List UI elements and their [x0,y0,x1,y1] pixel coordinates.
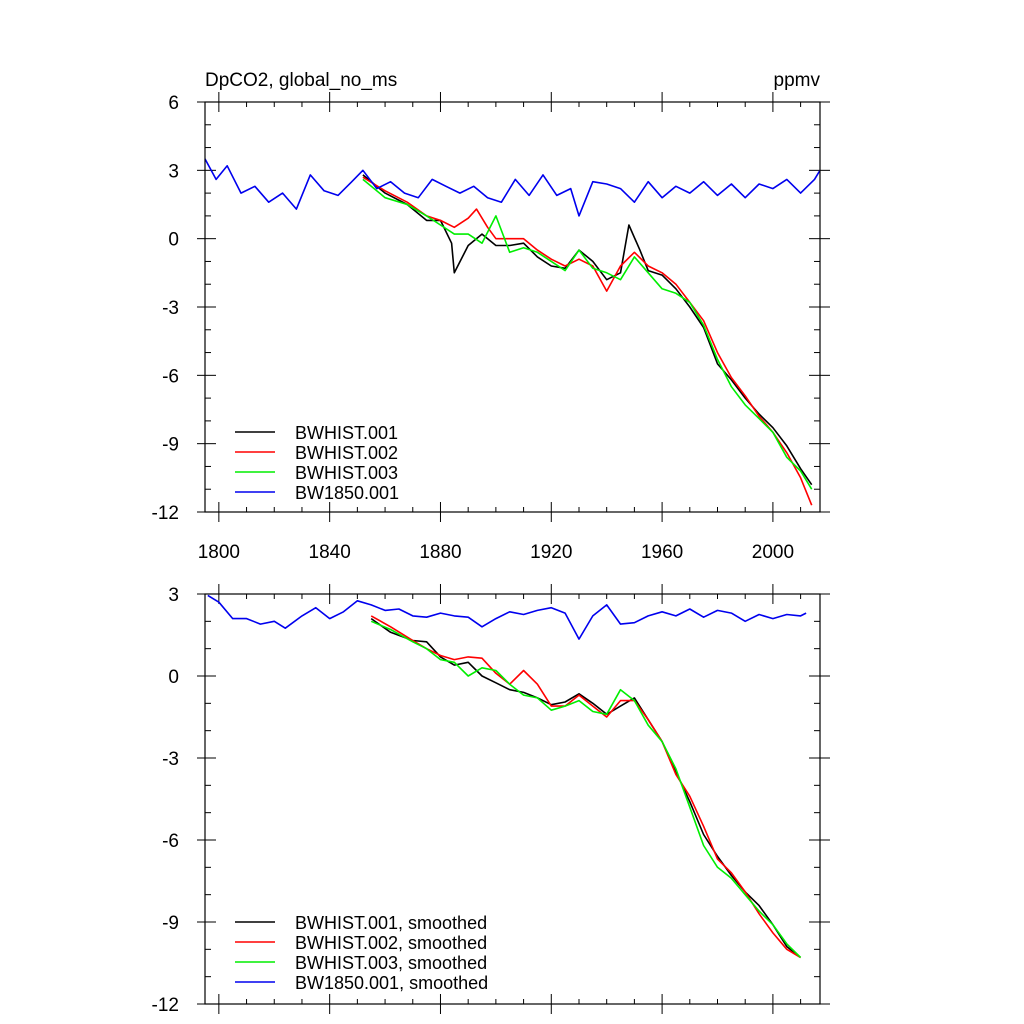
y-tick-label: 0 [168,667,179,688]
legend-label: BWHIST.001 [295,423,398,443]
series-line [362,174,813,486]
legend-label: BWHIST.002, smoothed [295,933,487,953]
bottom-axis-ticks [197,584,830,1014]
y-tick-label: -9 [162,435,179,456]
series-line [370,617,802,959]
y-tick-label: 0 [168,230,179,251]
top-axis-ticks [197,92,830,522]
top-panel: DpCO2, global_no_ms ppmv 6 3 0 -3 -6 -9 -12 180… [152,70,830,563]
legend-label: BWHIST.003 [295,463,398,483]
series-line [207,594,807,640]
y-tick-label: -3 [162,298,179,319]
bottom-panel: 30-3-6-9-12 BWHIST.001, smoothedBWHIST.0… [152,584,830,1016]
top-tick-labels: 6 3 0 -3 -6 -9 -12 1800 1840 1880 1920 1960 2000 [152,93,795,563]
legend-label: BW1850.001 [295,483,399,503]
series-line [362,178,813,490]
y-tick-label: -6 [162,366,179,387]
top-series-lines [204,158,821,506]
series-line [362,176,813,506]
legend-label: BW1850.001, smoothed [295,973,488,993]
x-tick-label: 1840 [309,542,351,563]
y-tick-label: 3 [168,161,179,182]
legend-label: BWHIST.001, smoothed [295,913,487,933]
x-tick-label: 2000 [752,542,794,563]
y-tick-label: 3 [168,585,179,606]
legend-label: BWHIST.002 [295,443,398,463]
bottom-series-lines [207,594,807,959]
y-tick-label: -12 [152,995,179,1016]
series-line [204,158,821,217]
y-tick-label: 6 [168,93,179,114]
y-tick-label: -12 [152,503,179,524]
bottom-tick-labels: 3 0 -3 -6 -9 -12 [152,585,179,1016]
bottom-plot-frame [204,593,821,1005]
x-tick-label: 1880 [419,542,461,563]
legend-label: BWHIST.003, smoothed [295,953,487,973]
y-tick-label: -9 [162,913,179,934]
x-tick-label: 1800 [198,542,240,563]
x-tick-label: 1920 [530,542,572,563]
units-label: ppmv [774,70,821,91]
chart-title: DpCO2, global_no_ms [205,70,397,91]
top-plot-frame [204,101,821,513]
series-line [370,615,802,959]
x-tick-label: 1960 [641,542,683,563]
series-line [370,620,802,959]
y-tick-label: -3 [162,749,179,770]
y-tick-label: -6 [162,831,179,852]
